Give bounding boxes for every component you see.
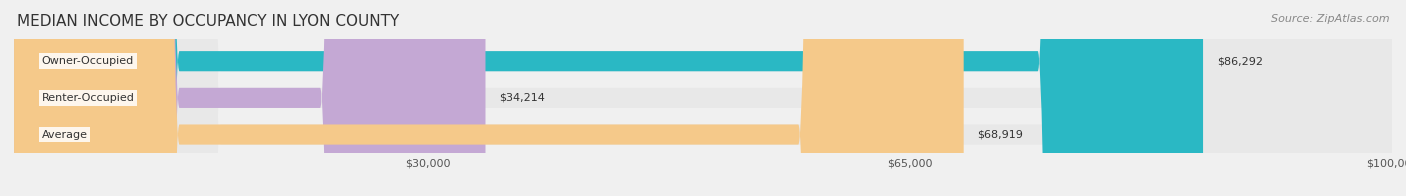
FancyBboxPatch shape — [14, 0, 1392, 196]
FancyBboxPatch shape — [14, 0, 1392, 196]
Text: MEDIAN INCOME BY OCCUPANCY IN LYON COUNTY: MEDIAN INCOME BY OCCUPANCY IN LYON COUNT… — [17, 14, 399, 29]
Text: Average: Average — [42, 130, 87, 140]
Text: $86,292: $86,292 — [1216, 56, 1263, 66]
FancyBboxPatch shape — [14, 0, 1392, 196]
Text: $68,919: $68,919 — [977, 130, 1024, 140]
FancyBboxPatch shape — [14, 0, 1204, 196]
Text: Owner-Occupied: Owner-Occupied — [42, 56, 134, 66]
Text: Renter-Occupied: Renter-Occupied — [42, 93, 135, 103]
FancyBboxPatch shape — [14, 0, 485, 196]
FancyBboxPatch shape — [14, 0, 963, 196]
Text: Source: ZipAtlas.com: Source: ZipAtlas.com — [1271, 14, 1389, 24]
Text: $34,214: $34,214 — [499, 93, 546, 103]
